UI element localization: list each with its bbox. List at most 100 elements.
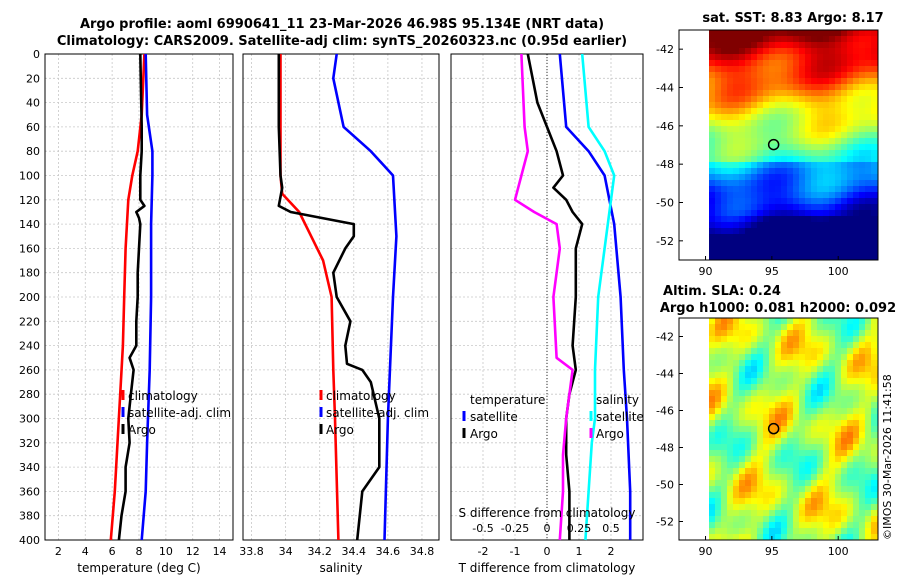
map-cell <box>757 192 764 199</box>
map-cell <box>817 228 824 235</box>
map-cell <box>745 516 752 523</box>
map-cell <box>715 402 722 409</box>
map-cell <box>853 402 860 409</box>
map-cell <box>715 486 722 493</box>
map-cell <box>847 450 854 457</box>
map-cell <box>865 48 872 55</box>
map-cell <box>769 522 776 529</box>
map-cell <box>829 318 836 325</box>
map-cell <box>781 360 788 367</box>
map-cell <box>769 354 776 361</box>
map-cell <box>727 366 734 373</box>
map-cell <box>793 102 800 109</box>
legend-title: temperature <box>470 393 545 407</box>
map-cell <box>865 510 872 517</box>
map-cell <box>727 462 734 469</box>
map-cell <box>865 366 872 373</box>
map-y-tick-label: -42 <box>656 43 674 56</box>
map-cell <box>799 438 806 445</box>
map-cell <box>871 120 878 127</box>
map-cell <box>751 516 758 523</box>
map-cell <box>871 366 878 373</box>
map-cell <box>733 534 740 540</box>
map-cell <box>799 414 806 421</box>
map-cell <box>793 108 800 115</box>
map-cell <box>853 60 860 67</box>
map-cell <box>745 36 752 43</box>
map-cell <box>805 240 812 247</box>
map-cell <box>793 396 800 403</box>
map-cell <box>805 42 812 49</box>
x-tick-label: 8 <box>136 545 143 558</box>
map-cell <box>715 48 722 55</box>
map-cell <box>733 234 740 241</box>
map-cell <box>853 90 860 97</box>
map-cell <box>871 186 878 193</box>
map-cell <box>715 180 722 187</box>
map-cell <box>841 528 848 535</box>
map-cell <box>751 126 758 133</box>
map-cell <box>757 516 764 523</box>
map-cell <box>781 402 788 409</box>
map-cell <box>751 48 758 55</box>
map-cell <box>757 144 764 151</box>
map-cell <box>799 444 806 451</box>
map-cell <box>847 228 854 235</box>
map-cell <box>769 372 776 379</box>
map-cell <box>751 222 758 229</box>
map-cell <box>865 240 872 247</box>
map-cell <box>811 102 818 109</box>
map-cell <box>805 144 812 151</box>
map-cell <box>823 324 830 331</box>
map-cell <box>751 120 758 127</box>
map-cell <box>829 240 836 247</box>
map-cell <box>709 210 716 217</box>
map-cell <box>721 438 728 445</box>
map-cell <box>847 516 854 523</box>
map-cell <box>811 474 818 481</box>
map-cell <box>865 138 872 145</box>
map-cell <box>805 186 812 193</box>
map-cell <box>823 54 830 61</box>
map-cell <box>751 60 758 67</box>
map-cell <box>787 468 794 475</box>
map-cell <box>769 432 776 439</box>
map-cell <box>793 30 800 37</box>
map-cell <box>787 102 794 109</box>
series-line-argo <box>117 53 146 541</box>
map-cell <box>775 384 782 391</box>
map-cell <box>745 144 752 151</box>
map-cell <box>811 360 818 367</box>
map-cell <box>811 426 818 433</box>
map-cell <box>769 180 776 187</box>
map-cell <box>859 204 866 211</box>
map-cell <box>757 174 764 181</box>
map-cell <box>871 156 878 163</box>
map-cell <box>823 258 830 260</box>
map-cell <box>829 432 836 439</box>
map-cell <box>715 396 722 403</box>
map-cell <box>865 486 872 493</box>
map-cell <box>787 198 794 205</box>
map-cell <box>769 486 776 493</box>
map-cell <box>817 162 824 169</box>
map-cell <box>793 426 800 433</box>
map-cell <box>835 162 842 169</box>
map-cell <box>709 84 716 91</box>
temperature-panel: 0204060801001201401601802002202402602803… <box>19 48 234 575</box>
map-cell <box>847 366 854 373</box>
map-cell <box>811 480 818 487</box>
map-cell <box>745 222 752 229</box>
x-tick-label: 0 <box>544 545 551 558</box>
map-cell <box>793 486 800 493</box>
map-cell <box>751 66 758 73</box>
map-cell <box>841 120 848 127</box>
map-cell <box>847 174 854 181</box>
map-cell <box>805 174 812 181</box>
map-cell <box>847 360 854 367</box>
map-cell <box>781 144 788 151</box>
map-cell <box>811 54 818 61</box>
map-cell <box>793 144 800 151</box>
map-cell <box>769 102 776 109</box>
map-cell <box>799 36 806 43</box>
